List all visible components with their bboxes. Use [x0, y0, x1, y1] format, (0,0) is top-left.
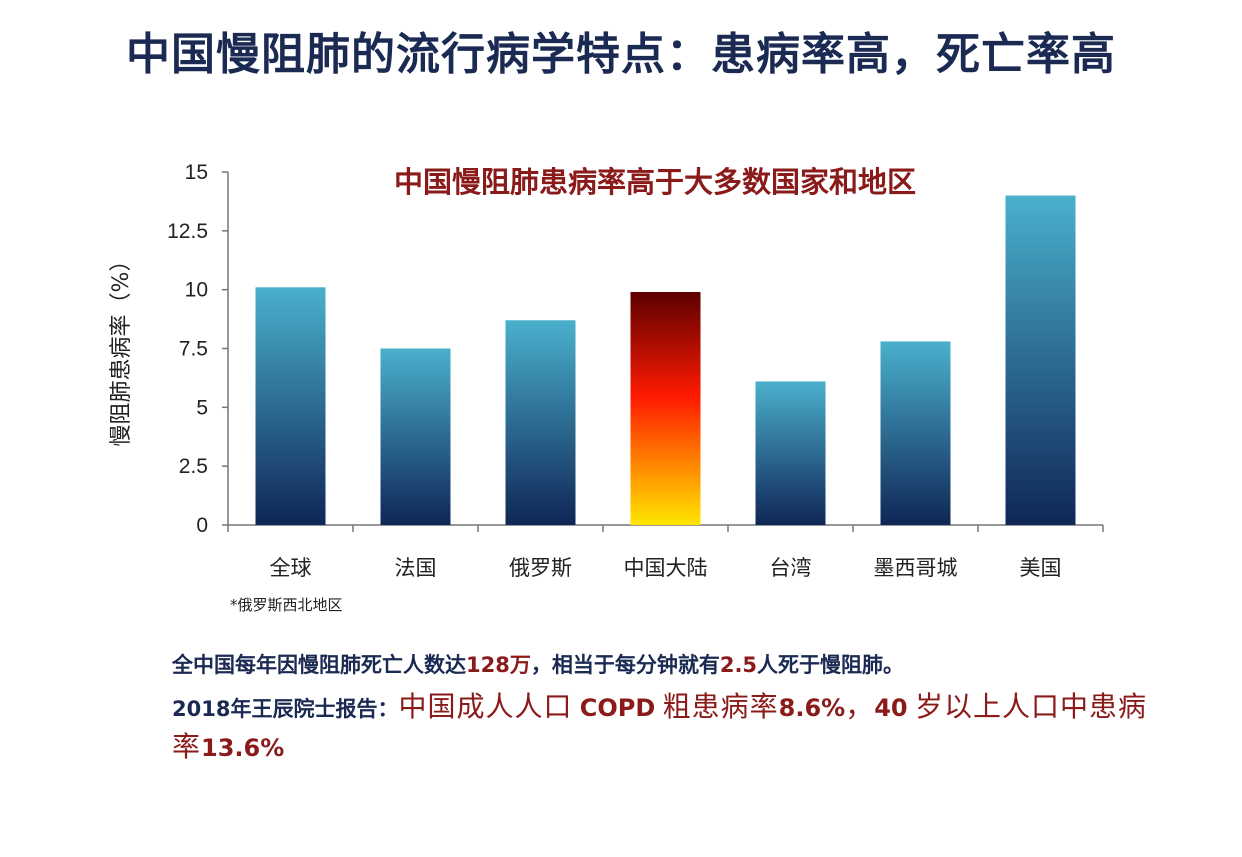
- x-category-label: 全球: [270, 556, 312, 580]
- report-line: 2018年王辰院士报告：中国成人人口 COPD 粗患病率8.6%，40 岁以上人…: [172, 688, 1172, 768]
- death-stat-line: 全中国每年因慢阻肺死亡人数达128万，相当于每分钟就有2.5人死于慢阻肺。: [172, 648, 1172, 682]
- death-stat-text-c: ，相当于每分钟就有: [530, 653, 720, 677]
- death-stat-text-e: 人死于慢阻肺。: [757, 653, 905, 677]
- y-tick-label: 5: [196, 396, 208, 419]
- y-tick-label: 2.5: [179, 455, 208, 478]
- y-axis-label: 慢阻肺患病率（%）: [109, 250, 134, 447]
- death-count: 128万: [466, 653, 531, 677]
- x-category-label: 俄罗斯: [509, 556, 572, 580]
- x-category-label: 美国: [1020, 556, 1062, 580]
- y-tick-label: 12.5: [167, 220, 208, 243]
- x-category-label: 中国大陆: [624, 556, 708, 580]
- bar-5: [755, 381, 826, 525]
- x-category-label: 墨西哥城: [874, 556, 958, 580]
- adult-prevalence: 8.6%: [778, 694, 846, 722]
- x-category-label: 台湾: [770, 556, 812, 580]
- chart-footnote: *俄罗斯西北地区: [230, 596, 343, 614]
- chart-title: 中国慢阻肺患病率高于大多数国家和地区: [394, 165, 916, 199]
- report-source: 2018年王辰院士报告：: [172, 697, 399, 721]
- slide-title: 中国慢阻肺的流行病学特点：患病率高，死亡率高: [126, 29, 1116, 80]
- report-text-h: 岁以上人口中患病率: [172, 690, 1147, 763]
- y-tick-label: 15: [185, 161, 208, 184]
- report-text-b: 中国成人人口: [398, 690, 573, 723]
- y-tick-label: 10: [185, 279, 208, 302]
- bar-4: [630, 292, 701, 525]
- bar-1: [255, 287, 326, 525]
- y-tick-label: 0: [196, 514, 208, 537]
- report-text-d: 粗患病率: [662, 690, 779, 723]
- bar-3: [505, 320, 576, 525]
- report-comma: ，: [845, 690, 875, 723]
- age-threshold: 40: [874, 694, 908, 722]
- bar-2: [380, 348, 451, 525]
- bar-7: [1005, 195, 1076, 526]
- bar-6: [880, 341, 951, 525]
- over40-prevalence: 13.6%: [201, 734, 285, 762]
- y-tick-label: 7.5: [179, 338, 208, 361]
- death-stat-text-a: 全中国每年因慢阻肺死亡人数达: [172, 653, 466, 677]
- summary-text: 全中国每年因慢阻肺死亡人数达128万，相当于每分钟就有2.5人死于慢阻肺。 20…: [172, 648, 1172, 768]
- deaths-per-minute: 2.5: [719, 653, 758, 677]
- x-category-label: 法国: [395, 556, 437, 580]
- report-copd: COPD: [579, 694, 656, 722]
